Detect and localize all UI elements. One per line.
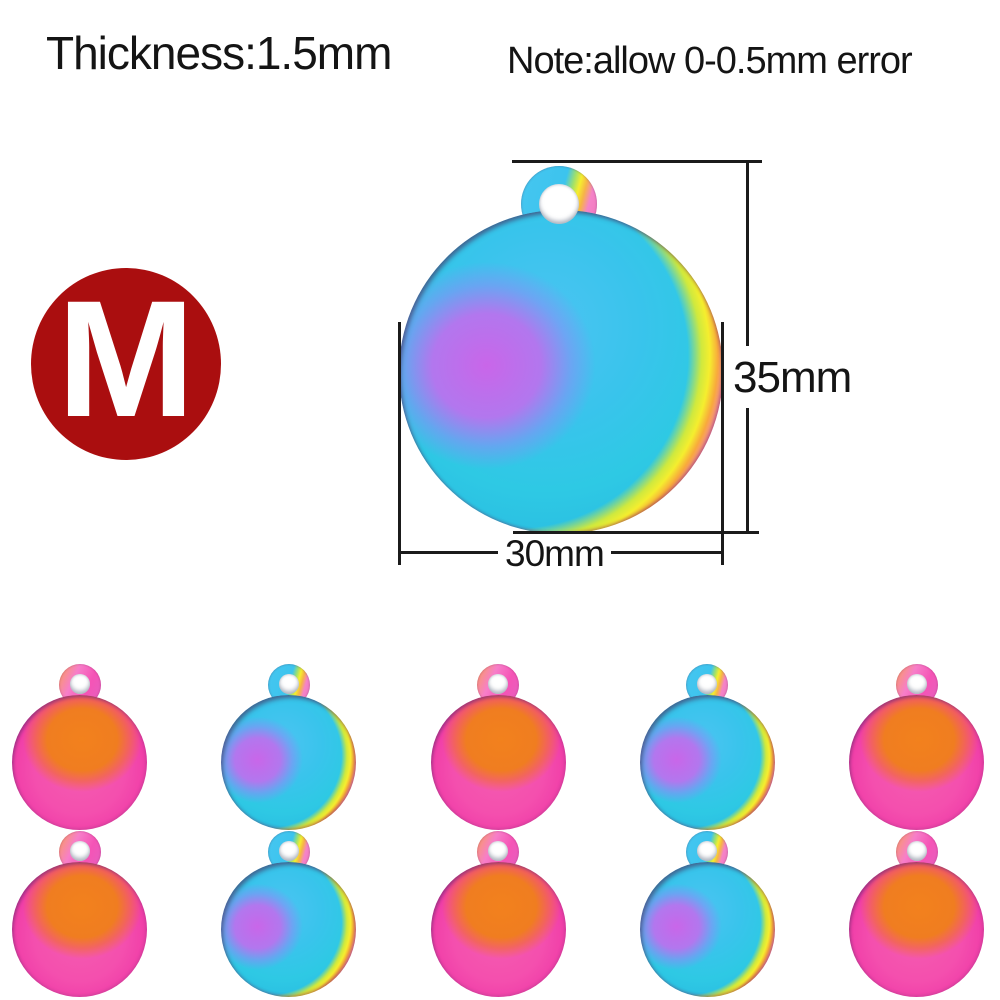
height-dimension-label: 35mm <box>733 353 852 402</box>
dim-line-35mm-upper <box>746 160 749 346</box>
size-badge-letter: M <box>56 267 196 452</box>
pendant-disc <box>221 862 357 997</box>
pendant-hole <box>69 674 90 694</box>
pendant-hole <box>906 674 927 694</box>
dim-extension-top <box>512 160 762 163</box>
pendant-warm <box>430 831 566 998</box>
width-dimension-label: 30mm <box>505 533 605 574</box>
dim-extension-right-30mm <box>721 322 724 565</box>
main-pendant <box>399 166 723 534</box>
pendant-hole <box>69 841 90 861</box>
pendant-disc <box>639 862 775 997</box>
pendant-hole <box>278 841 299 861</box>
pendant-row <box>12 664 984 831</box>
pendant-warm <box>849 831 984 998</box>
size-badge: M <box>31 268 221 460</box>
pendant-hole <box>697 674 718 694</box>
pendant-hole <box>488 674 508 694</box>
pendant-warm <box>849 664 984 831</box>
pendant-warm <box>430 664 566 831</box>
pendant-grid <box>12 664 984 998</box>
pendant-hole <box>906 841 927 861</box>
pendant-disc <box>430 695 566 830</box>
pendant-hole <box>488 841 508 861</box>
pendant-hole <box>278 674 299 694</box>
tolerance-note-label: Note:allow 0-0.5mm error <box>507 40 913 82</box>
pendant-cool <box>639 664 775 831</box>
pendant-cool <box>221 664 357 831</box>
pendant-disc <box>399 210 723 534</box>
dim-line-30mm-left <box>399 551 498 554</box>
pendant-warm <box>12 831 147 998</box>
pendant-disc <box>221 695 357 830</box>
pendant-disc <box>12 695 147 830</box>
pendant-hole <box>697 841 718 861</box>
pendant-disc <box>430 862 566 997</box>
pendant-disc <box>849 862 984 997</box>
pendant-cool <box>221 831 357 998</box>
dim-extension-left-30mm <box>398 322 401 565</box>
pendant-disc <box>639 695 775 830</box>
pendant-warm <box>12 664 147 831</box>
dim-line-30mm-right <box>611 551 723 554</box>
dim-line-35mm-lower <box>746 408 749 534</box>
pendant-disc <box>849 695 984 830</box>
pendant-cool <box>639 831 775 998</box>
pendant-disc <box>12 862 147 997</box>
thickness-label: Thickness:1.5mm <box>46 27 392 79</box>
dim-extension-bottom-35mm <box>513 531 759 534</box>
pendant-row <box>12 831 984 998</box>
pendant-hole <box>539 184 579 224</box>
